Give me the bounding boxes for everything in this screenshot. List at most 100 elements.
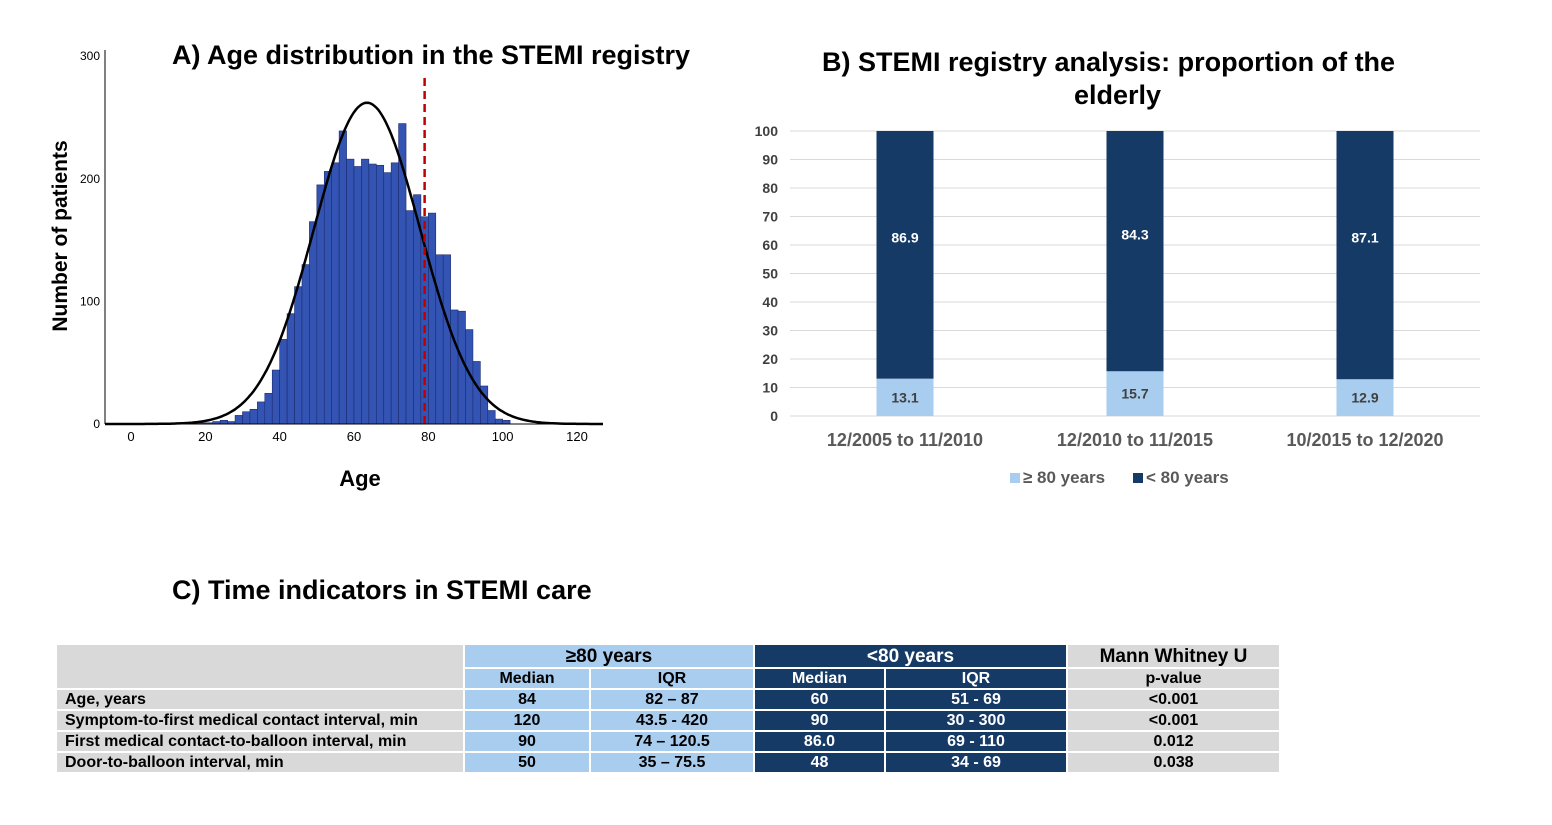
cell-iqr-under-80: 30 - 300 [886,711,1066,730]
bar-segment-80-plus [1106,371,1164,416]
y-tick-label: 80 [762,180,778,196]
cell-median-80-plus: 84 [465,690,589,709]
y-tick-labels: 0 100 200 300 [80,49,100,431]
table-c-title: C) Time indicators in STEMI care [172,575,592,605]
bar-segment-under-80 [1336,131,1394,380]
cell-median-80-plus: 90 [465,732,589,751]
x-category-label: 10/2015 to 12/2020 [1286,430,1443,450]
bar-segment-under-80 [876,131,934,379]
histogram-bar [257,401,266,425]
y-tick-label: 100 [80,294,100,308]
y-tick-label: 50 [762,266,778,282]
legend-swatch-80-plus [1010,473,1020,483]
histogram-bar [301,264,310,425]
row-label: Symptom-to-first medical contact interva… [57,711,463,730]
bar-segment-under-80 [1106,131,1164,372]
legend-swatch-under-80 [1133,473,1143,483]
x-tick-label: 120 [566,429,588,444]
histogram-bar [390,162,399,425]
x-axis-title: Age [339,466,381,491]
data-label: 86.9 [891,229,918,245]
x-category-labels: 12/2005 to 11/2010 12/2010 to 11/2015 10/2… [827,430,1444,450]
histogram-chart: 0 100 200 300 0 20 40 60 80 100 120 Number of pat… [49,49,603,491]
cell-median-80-plus: 120 [465,711,589,730]
histogram-bar [346,158,355,425]
histogram-bars [197,123,511,425]
histogram-bar [457,310,466,425]
histogram-bar [309,221,318,425]
histogram-bar [472,361,481,425]
cell-iqr-80-plus: 43.5 - 420 [591,711,753,730]
cell-p-value: <0.001 [1068,690,1279,709]
bar-segment-80-plus [876,378,934,416]
x-tick-label: 60 [347,429,361,444]
cell-median-under-80: 86.0 [755,732,884,751]
histogram-bar [361,158,370,425]
histogram-bar [294,286,303,425]
y-tick-label: 70 [762,209,778,225]
cell-iqr-80-plus: 35 – 75.5 [591,753,753,772]
x-category-label: 12/2005 to 11/2010 [827,430,983,450]
legend-label-under-80: < 80 years [1146,468,1229,487]
cell-p-value: <0.001 [1068,711,1279,730]
group-header-mann-whitney: Mann Whitney U [1068,645,1279,667]
histogram-bar [428,212,437,425]
histogram-bar [338,130,347,425]
histogram-bar [494,418,503,425]
y-axis-title: Number of patients [49,140,72,331]
histogram-bar [442,254,451,425]
y-tick-label: 200 [80,172,100,186]
x-tick-label: 100 [492,429,514,444]
histogram-bar [242,411,251,425]
histogram-bar [375,164,385,425]
histogram-bar [487,410,496,425]
sub-header-median-under-80: Median [755,669,884,688]
histogram-bar [353,166,362,425]
data-label: 84.3 [1121,226,1148,242]
histogram-bar [279,339,288,425]
normal-curve [105,101,603,426]
y-tick-label: 20 [762,351,778,367]
row-label: Door-to-balloon interval, min [57,753,463,772]
y-tick-label: 90 [762,152,778,168]
cell-median-under-80: 48 [755,753,884,772]
legend-label-80-plus: ≥ 80 years [1023,468,1105,487]
y-tick-label: 100 [755,123,779,139]
y-tick-label: 300 [80,49,100,63]
histogram-bar [249,408,258,425]
histogram-bar [368,163,377,425]
data-label: 87.1 [1351,230,1378,246]
legend: ≥ 80 years < 80 years [1010,468,1229,487]
table-row: Symptom-to-first medical contact interva… [57,711,1279,730]
cell-iqr-under-80: 69 - 110 [886,732,1066,751]
stacked-bars [876,131,1394,416]
chart-b-title-line2: elderly [1074,80,1162,110]
data-label: 15.7 [1121,386,1148,402]
x-tick-label: 40 [272,429,286,444]
time-indicators-table: ≥80 years <80 years Mann Whitney U Media… [55,643,1281,774]
histogram-bar [316,184,325,425]
group-header-under-80: <80 years [755,645,1066,667]
x-tick-label: 80 [421,429,435,444]
sub-header-median-80-plus: Median [465,669,589,688]
cell-p-value: 0.012 [1068,732,1279,751]
histogram-bar [234,415,243,425]
row-label: First medical contact-to-balloon interva… [57,732,463,751]
histogram-bar [450,309,459,425]
histogram-bar [264,393,273,425]
bar-segment-80-plus [1336,379,1394,416]
histogram-bar [219,420,228,425]
cell-iqr-80-plus: 82 – 87 [591,690,753,709]
y-tick-label: 0 [93,417,100,431]
table-row: Age, years 84 82 – 87 60 51 - 69 <0.001 [57,690,1279,709]
cell-iqr-under-80: 51 - 69 [886,690,1066,709]
x-tick-label: 20 [198,429,212,444]
histogram-bar [435,254,444,425]
y-tick-label: 40 [762,294,778,310]
sub-header-iqr-under-80: IQR [886,669,1066,688]
histogram-bar [286,313,295,425]
table-group-header-row: ≥80 years <80 years Mann Whitney U [57,645,1279,688]
y-tick-label: 60 [762,237,778,253]
cell-iqr-under-80: 34 - 69 [886,753,1066,772]
